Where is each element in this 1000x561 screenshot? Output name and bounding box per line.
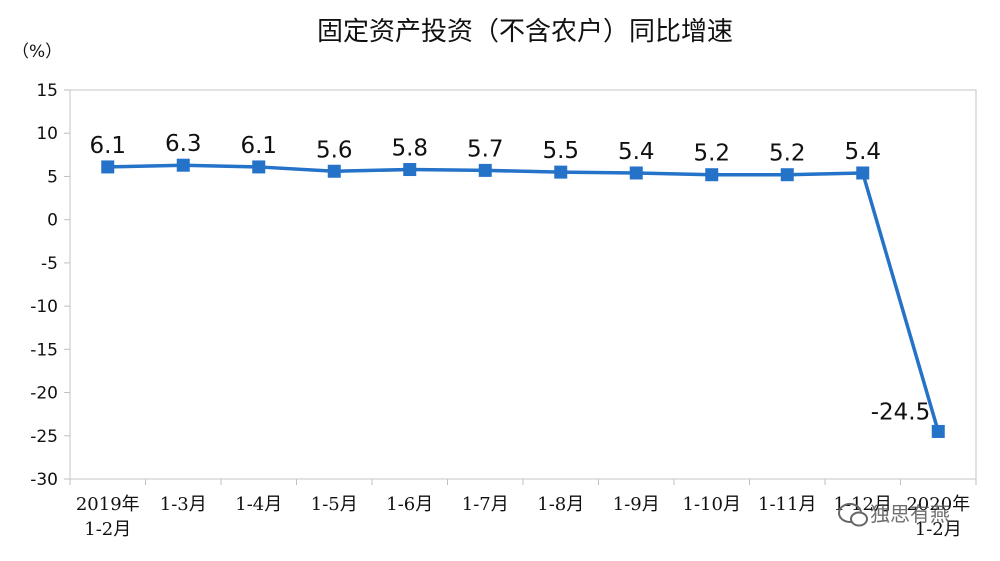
data-label: -24.5 — [871, 399, 931, 425]
data-label: 5.5 — [542, 138, 579, 164]
data-label: 5.8 — [391, 136, 428, 162]
y-tick-label: -15 — [30, 340, 58, 360]
data-point-marker — [478, 163, 492, 177]
x-tick-label: 1-2月 — [915, 519, 962, 540]
data-label: 6.1 — [89, 133, 126, 159]
y-tick-label: -20 — [30, 384, 58, 404]
y-tick-label: -25 — [30, 427, 58, 447]
plot-area — [69, 89, 977, 480]
x-tick-label: 1-10月 — [683, 494, 741, 515]
x-tick-label: 1-11月 — [758, 494, 816, 515]
x-tick-label: 1-5月 — [311, 494, 358, 515]
x-tick-label: 1-9月 — [613, 494, 660, 515]
y-tick-label: 15 — [36, 81, 58, 101]
x-tick-label: 1-6月 — [386, 494, 433, 515]
y-tick-label: -30 — [30, 470, 58, 490]
x-tick-label: 1-8月 — [537, 494, 584, 515]
series-line — [101, 158, 945, 438]
x-tick-label: 2019年 — [76, 494, 140, 515]
data-point-marker — [176, 158, 190, 172]
y-tick-label: 5 — [47, 167, 58, 187]
data-point-marker — [780, 168, 794, 182]
x-tick-label: 1-12月 — [834, 494, 892, 515]
data-point-marker — [252, 160, 266, 174]
data-point-marker — [705, 168, 719, 182]
x-tick-label: 2020年 — [906, 494, 970, 515]
data-point-marker — [101, 160, 115, 174]
series-polyline — [107, 163, 940, 432]
data-label: 5.7 — [467, 136, 504, 162]
data-point-marker — [931, 424, 945, 438]
data-label: 5.2 — [693, 141, 730, 167]
y-tick-label: 0 — [47, 211, 58, 231]
data-label: 5.4 — [618, 139, 655, 165]
data-labels: 6.1 6.3 6.1 5.6 5.8 5.7 5.5 5.4 5.2 5.2 5.4 -24.5 — [89, 131, 930, 425]
watermark-text: 独思有燕 — [870, 502, 950, 526]
data-point-marker — [327, 164, 341, 178]
data-label: 5.4 — [844, 139, 881, 165]
data-label: 6.3 — [165, 131, 202, 157]
y-tick-label: -5 — [41, 254, 58, 274]
chart-title: 固定资产投资（不含农户）同比增速 — [317, 17, 733, 47]
wechat-icon — [838, 503, 868, 527]
data-point-marker — [629, 166, 643, 180]
x-tick-label: 1-2月 — [84, 519, 131, 540]
data-point-marker — [403, 163, 417, 177]
x-tick-label: 1-3月 — [160, 494, 207, 515]
y-axis: 15 10 5 0 -5 -10 -15 -20 -25 -30 — [30, 81, 70, 490]
data-point-marker — [554, 165, 568, 179]
data-label: 5.6 — [316, 137, 353, 163]
y-axis-unit-label: （%） — [12, 42, 62, 62]
x-tick-label: 1-7月 — [462, 494, 509, 515]
y-tick-label: 10 — [36, 124, 58, 144]
x-tick-label: 1-4月 — [235, 494, 282, 515]
y-tick-label: -10 — [30, 297, 58, 317]
data-label: 6.1 — [240, 133, 277, 159]
x-axis: 2019年 1-2月 1-3月 1-4月 1-5月 1-6月 1-7月 1-8月 1-9月 1-1… — [69, 479, 977, 540]
watermark: 独思有燕 — [838, 502, 950, 527]
data-label: 5.2 — [769, 141, 806, 167]
data-point-marker — [856, 166, 870, 180]
